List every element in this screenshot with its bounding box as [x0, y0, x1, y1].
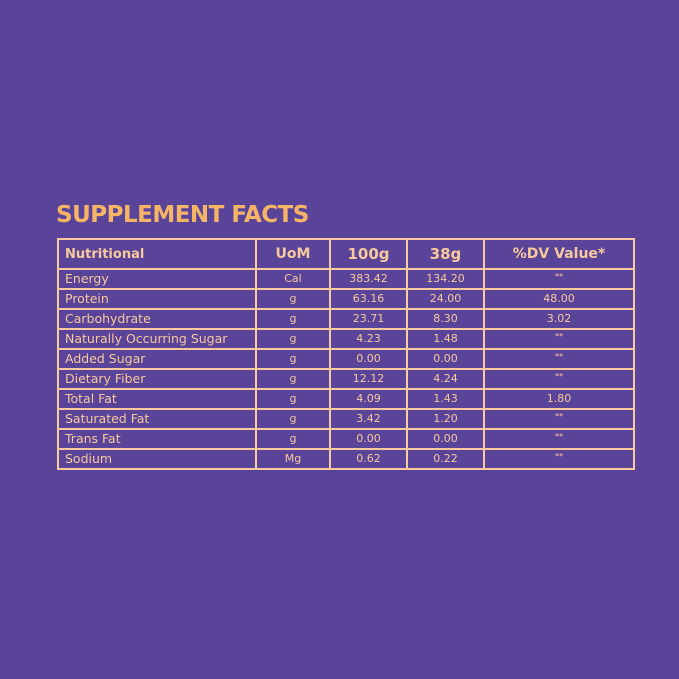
header-dv-value: %DV Value*	[483, 238, 635, 270]
value-per-38g: 24.00	[406, 288, 485, 310]
value-per-100g: 0.00	[329, 348, 408, 370]
header-nutritional: Nutritional	[57, 238, 257, 270]
header-per-38g: 38g	[406, 238, 485, 270]
value-per-38g: 4.24	[406, 368, 485, 390]
nutrient-name: Dietary Fiber	[57, 368, 257, 390]
value-per-100g: 0.62	[329, 448, 408, 470]
value-per-100g: 383.42	[329, 268, 408, 290]
dv-value: **	[483, 368, 635, 390]
value-per-38g: 0.00	[406, 348, 485, 370]
value-per-100g: 3.42	[329, 408, 408, 430]
unit-of-measure: g	[255, 348, 331, 370]
unit-of-measure: g	[255, 288, 331, 310]
table-row: Energy Cal 383.42 134.20 **	[57, 268, 635, 290]
dv-value: 1.80	[483, 388, 635, 410]
page-title: SUPPLEMENT FACTS	[56, 202, 309, 228]
value-per-38g: 134.20	[406, 268, 485, 290]
nutrient-name: Sodium	[57, 448, 257, 470]
unit-of-measure: g	[255, 428, 331, 450]
unit-of-measure: g	[255, 328, 331, 350]
unit-of-measure: Cal	[255, 268, 331, 290]
dv-value: **	[483, 328, 635, 350]
unit-of-measure: g	[255, 408, 331, 430]
value-per-100g: 63.16	[329, 288, 408, 310]
nutrient-name: Naturally Occurring Sugar	[57, 328, 257, 350]
table-row: Trans Fat g 0.00 0.00 **	[57, 428, 635, 450]
value-per-38g: 1.48	[406, 328, 485, 350]
table-header-row: Nutritional UoM 100g 38g %DV Value*	[57, 238, 635, 270]
table-row: Total Fat g 4.09 1.43 1.80	[57, 388, 635, 410]
table-row: Sodium Mg 0.62 0.22 **	[57, 448, 635, 470]
nutrient-name: Trans Fat	[57, 428, 257, 450]
unit-of-measure: g	[255, 308, 331, 330]
header-per-100g: 100g	[329, 238, 408, 270]
dv-value: **	[483, 268, 635, 290]
unit-of-measure: g	[255, 368, 331, 390]
value-per-38g: 1.43	[406, 388, 485, 410]
value-per-38g: 0.22	[406, 448, 485, 470]
value-per-100g: 4.09	[329, 388, 408, 410]
dv-value: 48.00	[483, 288, 635, 310]
dv-value: 3.02	[483, 308, 635, 330]
table-row: Naturally Occurring Sugar g 4.23 1.48 **	[57, 328, 635, 350]
nutrient-name: Total Fat	[57, 388, 257, 410]
table-row: Dietary Fiber g 12.12 4.24 **	[57, 368, 635, 390]
dv-value: **	[483, 408, 635, 430]
value-per-100g: 23.71	[329, 308, 408, 330]
value-per-100g: 4.23	[329, 328, 408, 350]
nutrient-name: Carbohydrate	[57, 308, 257, 330]
dv-value: **	[483, 428, 635, 450]
nutrient-name: Protein	[57, 288, 257, 310]
header-uom: UoM	[255, 238, 331, 270]
table-row: Saturated Fat g 3.42 1.20 **	[57, 408, 635, 430]
value-per-38g: 0.00	[406, 428, 485, 450]
table-row: Added Sugar g 0.00 0.00 **	[57, 348, 635, 370]
value-per-38g: 8.30	[406, 308, 485, 330]
value-per-38g: 1.20	[406, 408, 485, 430]
table-row: Protein g 63.16 24.00 48.00	[57, 288, 635, 310]
dv-value: **	[483, 348, 635, 370]
nutrient-name: Added Sugar	[57, 348, 257, 370]
dv-value: **	[483, 448, 635, 470]
supplement-facts-table: Nutritional UoM 100g 38g %DV Value* Ener…	[57, 238, 635, 470]
value-per-100g: 12.12	[329, 368, 408, 390]
table-row: Carbohydrate g 23.71 8.30 3.02	[57, 308, 635, 330]
value-per-100g: 0.00	[329, 428, 408, 450]
nutrient-name: Saturated Fat	[57, 408, 257, 430]
nutrient-name: Energy	[57, 268, 257, 290]
unit-of-measure: g	[255, 388, 331, 410]
unit-of-measure: Mg	[255, 448, 331, 470]
